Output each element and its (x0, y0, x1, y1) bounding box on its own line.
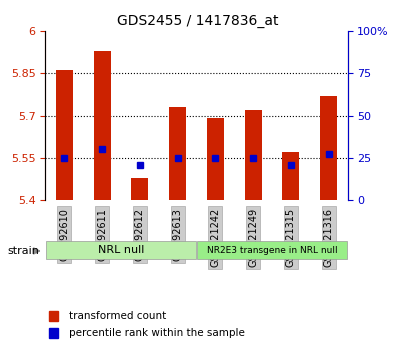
Text: GDS2455 / 1417836_at: GDS2455 / 1417836_at (117, 14, 278, 28)
Bar (207, 118, 224, 200)
Bar (320, 96, 337, 200)
Bar (132, 178, 149, 200)
Text: percentile rank within the sample: percentile rank within the sample (69, 328, 245, 338)
Bar (94, 51, 111, 200)
Text: transformed count: transformed count (69, 311, 166, 321)
Bar (49, 328, 58, 338)
Bar (56, 70, 73, 200)
FancyBboxPatch shape (46, 241, 196, 259)
Text: strain: strain (8, 246, 40, 256)
Bar (245, 110, 261, 200)
Text: NRL null: NRL null (98, 246, 144, 255)
Text: NR2E3 transgene in NRL null: NR2E3 transgene in NRL null (207, 246, 337, 255)
Bar (169, 107, 186, 200)
Bar (49, 311, 58, 321)
Bar (282, 152, 299, 200)
FancyBboxPatch shape (197, 241, 347, 259)
